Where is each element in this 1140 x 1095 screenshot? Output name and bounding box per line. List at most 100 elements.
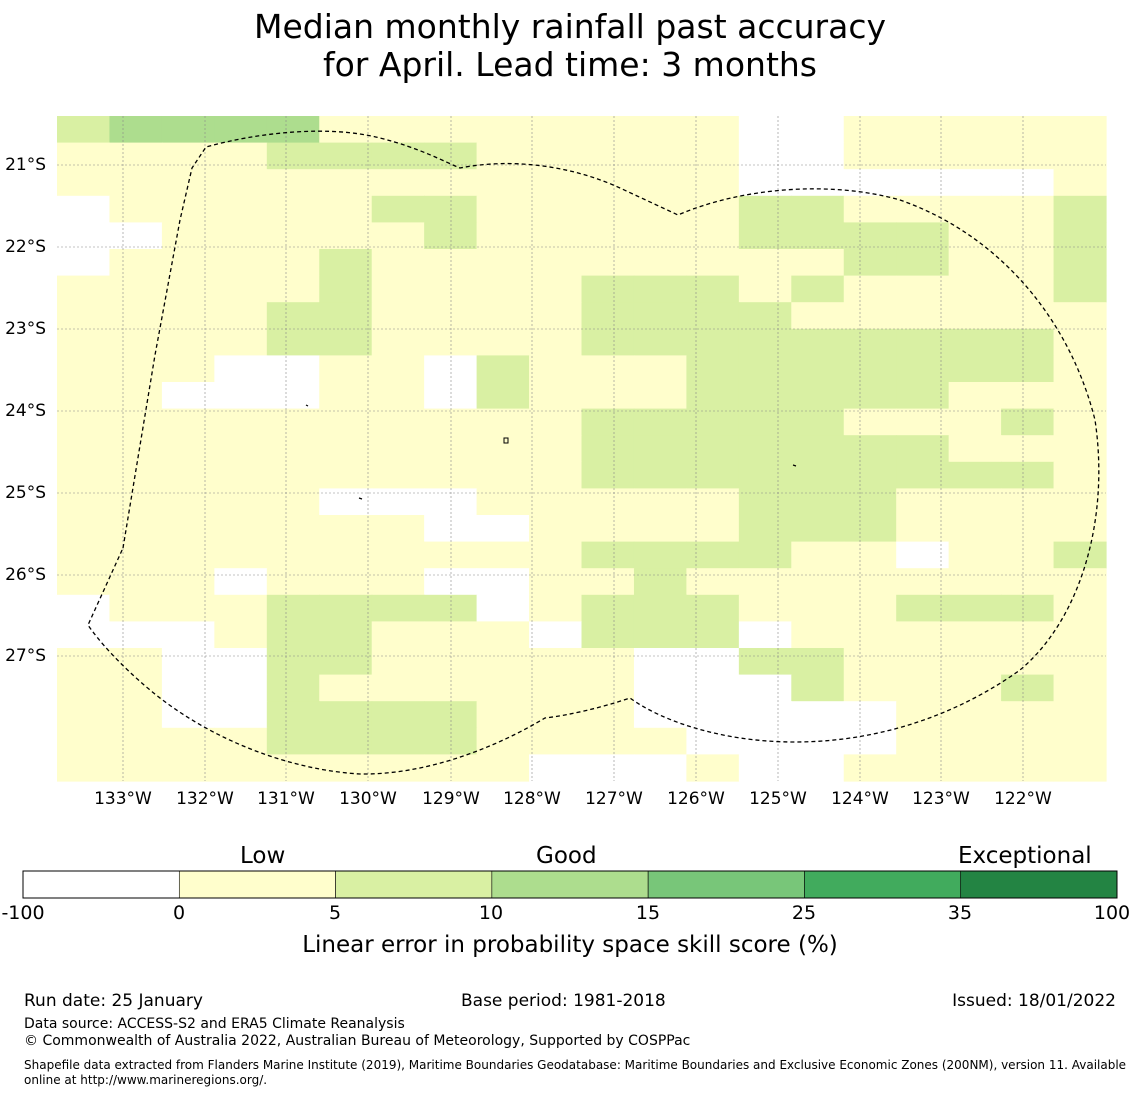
map-cell (214, 195, 268, 223)
colorbar-frame (22, 870, 1118, 899)
map-cell (896, 382, 950, 410)
map-cell (109, 648, 163, 676)
map-cell (57, 648, 111, 676)
map-cell (214, 727, 268, 755)
map-cell (109, 275, 163, 303)
map-cell (948, 594, 1002, 622)
map-cell (581, 249, 635, 277)
map-cell (161, 382, 215, 410)
lat-label-22s: 22°S (5, 237, 46, 257)
map-cell (896, 621, 950, 649)
map-cell (581, 142, 635, 170)
map-cell (581, 541, 635, 569)
map-cell (1001, 515, 1055, 543)
map-cell (371, 195, 425, 223)
map-cell (738, 142, 792, 170)
map-cell (843, 674, 897, 702)
map-cell (161, 249, 215, 277)
map-cell (319, 727, 373, 755)
map-cell (738, 621, 792, 649)
map-cell (633, 116, 687, 144)
map-cell (476, 328, 530, 356)
map-cell (791, 621, 845, 649)
map-cell (1053, 648, 1107, 676)
run-date: Run date: 25 January (24, 991, 203, 1011)
map-cell (948, 754, 1002, 782)
lon-label-122w: 122°W (994, 789, 1052, 809)
map-cell (57, 461, 111, 489)
map-cell (319, 461, 373, 489)
colorbar-category-good: Good (536, 843, 597, 869)
map-cell (896, 515, 950, 543)
map-cell (738, 435, 792, 463)
map-cell (371, 408, 425, 436)
map-cell (1053, 355, 1107, 383)
map-cell (529, 701, 583, 729)
map-cell (1053, 169, 1107, 197)
map-cell (738, 701, 792, 729)
map-cell (843, 701, 897, 729)
map-cell (1001, 568, 1055, 596)
map-cell (791, 541, 845, 569)
map-cell (686, 515, 740, 543)
map-cell (424, 328, 478, 356)
map-cell (424, 275, 478, 303)
map-cell (529, 408, 583, 436)
map-cell (319, 355, 373, 383)
map-cell (266, 754, 320, 782)
map-cell (109, 488, 163, 516)
map-cell (161, 754, 215, 782)
map-cell (1053, 142, 1107, 170)
map-cell (738, 408, 792, 436)
map-cell (633, 222, 687, 250)
map-cell (109, 408, 163, 436)
map-cell (476, 461, 530, 489)
map-cell (581, 594, 635, 622)
map-cell (633, 461, 687, 489)
map-cell (529, 222, 583, 250)
map-cell (686, 222, 740, 250)
map-cell (1053, 754, 1107, 782)
map-cell (371, 515, 425, 543)
map-cell (476, 594, 530, 622)
map-cell (371, 621, 425, 649)
map-cell (738, 568, 792, 596)
map-cell (738, 541, 792, 569)
map-cell (476, 435, 530, 463)
map-cell (319, 169, 373, 197)
map-cell (109, 754, 163, 782)
map-cell (371, 648, 425, 676)
map-cell (214, 461, 268, 489)
map-cell (214, 674, 268, 702)
lon-label-129w: 129°W (422, 789, 480, 809)
map-cell (266, 674, 320, 702)
map-cell (738, 355, 792, 383)
map-cell (896, 275, 950, 303)
island-mark (305, 404, 309, 407)
map-cell (214, 701, 268, 729)
map-cell (266, 328, 320, 356)
map-cell (266, 488, 320, 516)
map-cell (161, 222, 215, 250)
map-cell (633, 648, 687, 676)
map-cell (371, 302, 425, 330)
map-cell (633, 382, 687, 410)
colorbar-label: Linear error in probability space skill … (302, 932, 838, 958)
map-cell (581, 302, 635, 330)
map-cell (1001, 116, 1055, 144)
map-graticule (57, 116, 1106, 781)
map-cell (161, 328, 215, 356)
colorbar-tick: 5 (328, 902, 342, 924)
map-cell (581, 461, 635, 489)
map-cell (424, 674, 478, 702)
map-cell (1001, 408, 1055, 436)
map-cell (424, 648, 478, 676)
map-cell (843, 461, 897, 489)
map-cell (476, 515, 530, 543)
map-cell (371, 328, 425, 356)
map-cell (1001, 355, 1055, 383)
map-cell (161, 488, 215, 516)
map-cell (738, 249, 792, 277)
map-cell (581, 169, 635, 197)
